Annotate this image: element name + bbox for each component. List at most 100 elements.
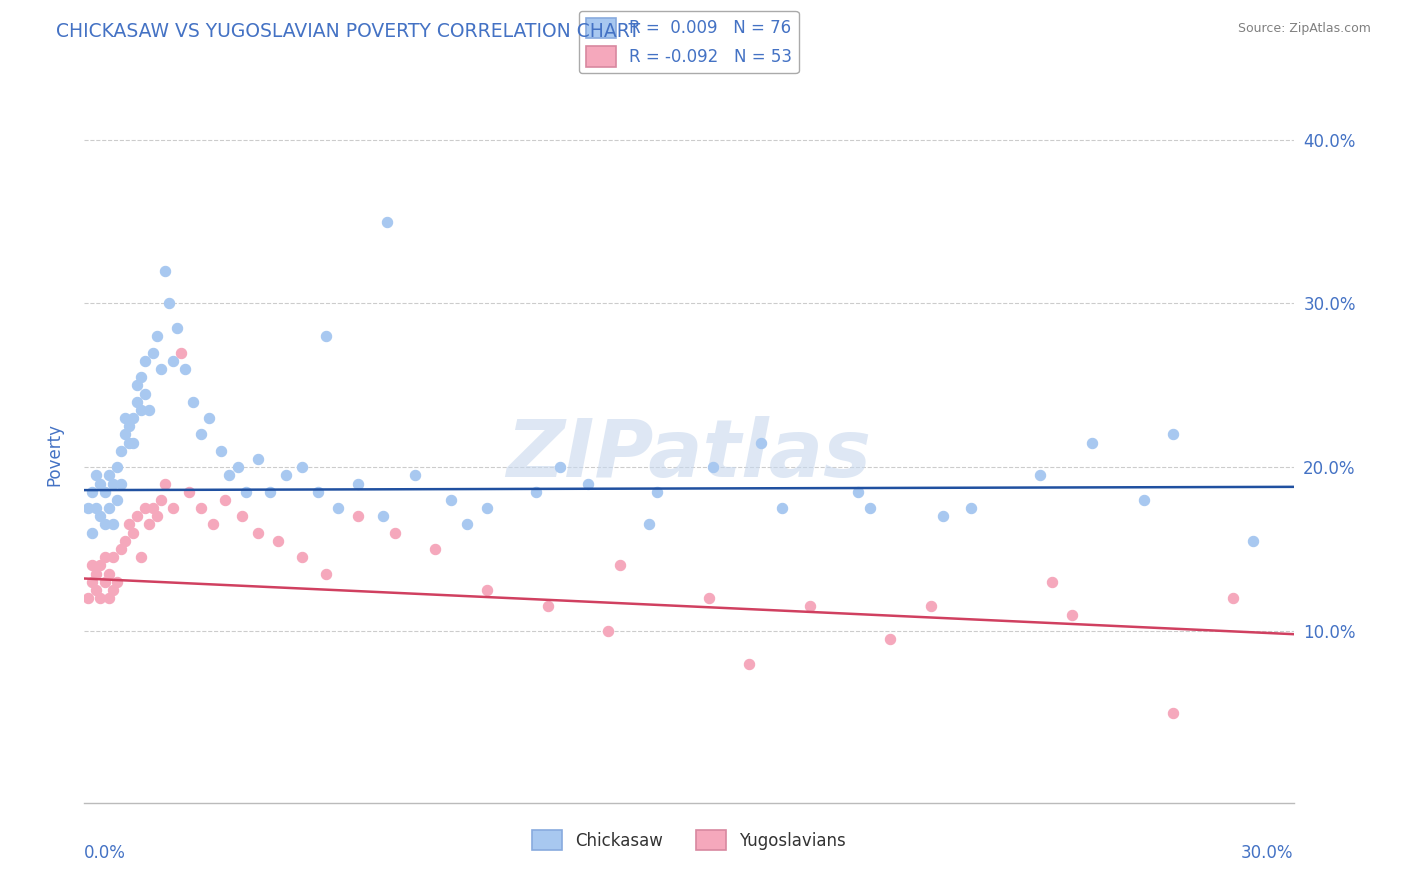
Point <box>920 599 942 614</box>
Point <box>129 403 152 417</box>
Point <box>129 370 152 384</box>
Point <box>1040 574 1063 589</box>
Point <box>149 492 172 507</box>
Point <box>328 501 350 516</box>
Point <box>645 484 668 499</box>
Point <box>226 460 249 475</box>
Point <box>89 476 111 491</box>
Point <box>174 362 197 376</box>
Point <box>86 582 108 597</box>
Point <box>118 435 141 450</box>
Point <box>477 582 499 597</box>
Point <box>110 542 132 557</box>
Point <box>129 550 152 565</box>
Point <box>267 533 290 548</box>
Point <box>1081 435 1104 450</box>
Point <box>125 509 148 524</box>
Point <box>231 509 253 524</box>
Point <box>97 566 120 581</box>
Point <box>105 492 128 507</box>
Point <box>97 501 120 516</box>
Point <box>125 394 148 409</box>
Point <box>77 591 100 606</box>
Point <box>384 525 406 540</box>
Point <box>190 427 212 442</box>
Point <box>134 501 156 516</box>
Point <box>1161 706 1184 720</box>
Point <box>751 435 773 450</box>
Point <box>371 509 394 524</box>
Point <box>142 345 165 359</box>
Point <box>202 517 225 532</box>
Point <box>524 484 547 499</box>
Point <box>246 525 269 540</box>
Point <box>170 345 193 359</box>
Point <box>246 452 269 467</box>
Point <box>101 517 124 532</box>
Text: Source: ZipAtlas.com: Source: ZipAtlas.com <box>1237 22 1371 36</box>
Point <box>101 476 124 491</box>
Text: CHICKASAW VS YUGOSLAVIAN POVERTY CORRELATION CHART: CHICKASAW VS YUGOSLAVIAN POVERTY CORRELA… <box>56 22 640 41</box>
Point <box>93 517 115 532</box>
Point <box>1028 468 1050 483</box>
Point <box>440 492 463 507</box>
Point <box>274 468 297 483</box>
Point <box>121 525 143 540</box>
Point <box>307 484 329 499</box>
Point <box>315 329 337 343</box>
Point <box>93 574 115 589</box>
Point <box>846 484 869 499</box>
Point <box>598 624 620 638</box>
Point <box>153 264 176 278</box>
Point <box>142 501 165 516</box>
Point <box>166 321 188 335</box>
Point <box>97 468 120 483</box>
Point <box>347 476 370 491</box>
Point <box>190 501 212 516</box>
Point <box>162 501 184 516</box>
Point <box>125 378 148 392</box>
Point <box>375 214 398 228</box>
Point <box>738 657 761 671</box>
Point <box>218 468 240 483</box>
Point <box>932 509 955 524</box>
Point <box>110 443 132 458</box>
Point <box>97 591 120 606</box>
Point <box>134 353 156 368</box>
Point <box>291 550 314 565</box>
Y-axis label: Poverty: Poverty <box>45 424 63 486</box>
Point <box>82 525 104 540</box>
Point <box>209 443 232 458</box>
Point <box>859 501 882 516</box>
Point <box>214 492 236 507</box>
Point <box>93 484 115 499</box>
Point <box>198 411 221 425</box>
Point <box>1161 427 1184 442</box>
Point <box>105 460 128 475</box>
Point <box>548 460 571 475</box>
Point <box>93 550 115 565</box>
Point <box>702 460 724 475</box>
Point <box>114 411 136 425</box>
Text: ZIPatlas: ZIPatlas <box>506 416 872 494</box>
Point <box>637 517 659 532</box>
Point <box>101 550 124 565</box>
Point <box>259 484 281 499</box>
Point <box>146 509 169 524</box>
Point <box>153 476 176 491</box>
Point <box>404 468 426 483</box>
Point <box>89 558 111 573</box>
Point <box>609 558 631 573</box>
Point <box>118 517 141 532</box>
Point <box>960 501 983 516</box>
Point <box>149 362 172 376</box>
Point <box>576 476 599 491</box>
Point <box>315 566 337 581</box>
Point <box>291 460 314 475</box>
Point <box>1222 591 1244 606</box>
Point <box>537 599 560 614</box>
Point <box>1133 492 1156 507</box>
Point <box>347 509 370 524</box>
Point <box>118 419 141 434</box>
Point <box>86 468 108 483</box>
